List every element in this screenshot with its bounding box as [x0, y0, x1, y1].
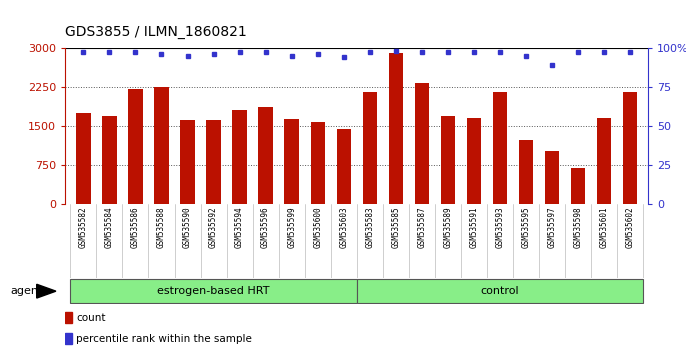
Bar — [71, 279, 357, 303]
Bar — [623, 92, 637, 204]
Bar — [180, 120, 195, 204]
Polygon shape — [37, 284, 56, 298]
Text: GSM535596: GSM535596 — [261, 206, 270, 248]
Bar — [597, 118, 611, 204]
Text: GSM535593: GSM535593 — [495, 206, 504, 248]
Text: GSM535601: GSM535601 — [600, 206, 608, 248]
Text: GSM535586: GSM535586 — [131, 206, 140, 248]
Bar — [357, 279, 643, 303]
Text: GSM535588: GSM535588 — [157, 206, 166, 248]
Text: GSM535590: GSM535590 — [183, 206, 192, 248]
Bar — [519, 140, 533, 204]
Text: estrogen-based HRT: estrogen-based HRT — [157, 286, 270, 296]
Text: count: count — [76, 313, 106, 322]
Text: GSM535591: GSM535591 — [469, 206, 478, 248]
Text: GSM535585: GSM535585 — [391, 206, 400, 248]
Text: percentile rank within the sample: percentile rank within the sample — [76, 334, 252, 344]
Bar — [102, 116, 117, 204]
Bar — [388, 53, 403, 204]
Text: GSM535602: GSM535602 — [626, 206, 635, 248]
Text: GSM535603: GSM535603 — [339, 206, 348, 248]
Bar — [154, 87, 169, 204]
Bar — [285, 119, 299, 204]
Bar — [65, 312, 73, 323]
Bar — [76, 113, 91, 204]
Bar — [571, 168, 585, 204]
Text: GSM535584: GSM535584 — [105, 206, 114, 248]
Text: GSM535587: GSM535587 — [417, 206, 426, 248]
Text: GDS3855 / ILMN_1860821: GDS3855 / ILMN_1860821 — [65, 25, 247, 39]
Bar — [233, 110, 247, 204]
Bar — [363, 92, 377, 204]
Text: GSM535595: GSM535595 — [521, 206, 530, 248]
Bar — [311, 122, 325, 204]
Text: agent: agent — [10, 286, 43, 296]
Text: GSM535582: GSM535582 — [79, 206, 88, 248]
Bar — [128, 89, 143, 204]
Text: GSM535599: GSM535599 — [287, 206, 296, 248]
Text: GSM535589: GSM535589 — [443, 206, 452, 248]
Bar — [414, 82, 429, 204]
Text: control: control — [481, 286, 519, 296]
Bar — [440, 116, 455, 204]
Text: GSM535598: GSM535598 — [573, 206, 582, 248]
Text: GSM535600: GSM535600 — [314, 206, 322, 248]
Bar — [206, 120, 221, 204]
Text: GSM535597: GSM535597 — [547, 206, 556, 248]
Bar — [466, 118, 481, 204]
Bar — [493, 92, 507, 204]
Bar — [337, 129, 351, 204]
Text: GSM535594: GSM535594 — [235, 206, 244, 248]
Text: GSM535583: GSM535583 — [365, 206, 375, 248]
Bar — [545, 150, 559, 204]
Text: GSM535592: GSM535592 — [209, 206, 218, 248]
Bar — [259, 108, 273, 204]
Bar — [65, 333, 73, 344]
